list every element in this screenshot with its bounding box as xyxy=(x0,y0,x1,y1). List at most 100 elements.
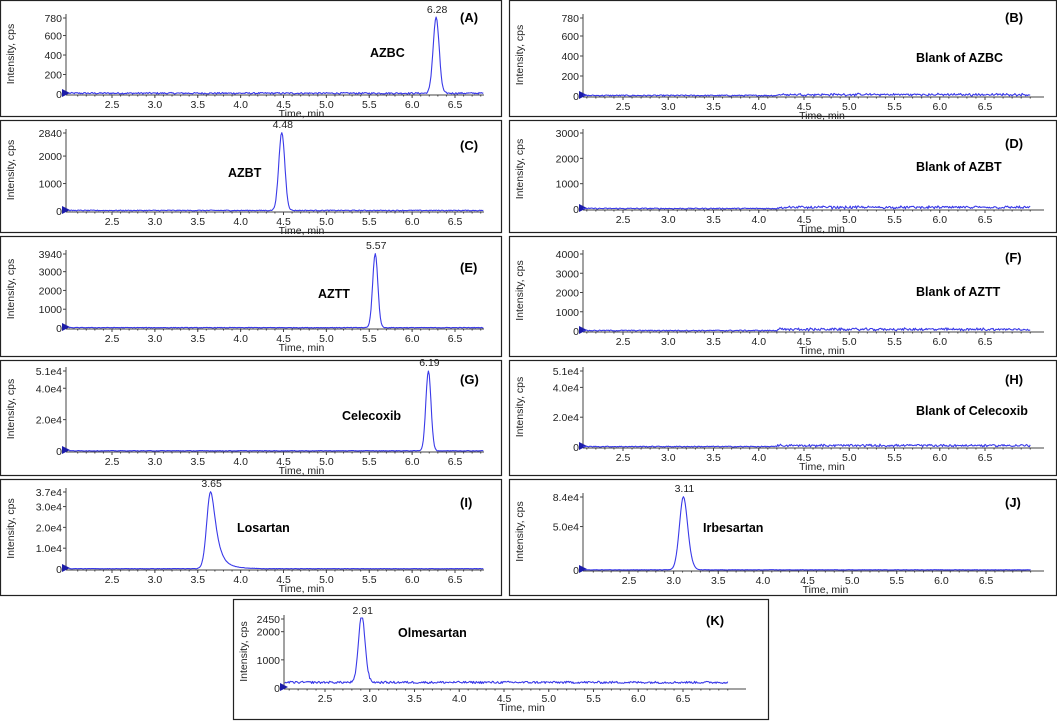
x-tick-label: 6.0 xyxy=(405,574,420,586)
chromatogram-panel-h: 2.5 3.0 3.5 4.0 4.5 5.0 5.5 6.0 6.5 Time, min 0 2.0… xyxy=(508,359,1057,477)
x-tick-label: 4.5 xyxy=(276,574,291,586)
x-tick-label: 3.5 xyxy=(190,99,205,111)
y-tick-label: 2000 xyxy=(39,151,63,163)
x-tick-label: 5.5 xyxy=(362,574,377,586)
y-tick-label: 1000 xyxy=(39,179,63,191)
y-tick-label: 2.0e4 xyxy=(36,522,62,534)
x-tick-label: 3.0 xyxy=(661,452,676,464)
x-tick-label: 2.5 xyxy=(105,216,120,228)
x-tick-label: 6.5 xyxy=(448,333,463,345)
trace-line xyxy=(582,92,1031,97)
panel-letter: (B) xyxy=(1005,10,1023,25)
panel-frame xyxy=(0,359,503,477)
panel-letter: (I) xyxy=(460,495,472,510)
peak-rt-label: 2.91 xyxy=(352,605,373,617)
compound-label: Celecoxib xyxy=(342,409,401,423)
x-axis-title: Time, min xyxy=(799,461,845,473)
trace-line xyxy=(68,491,484,570)
x-tick-label: 3.0 xyxy=(666,575,681,587)
x-tick-label: 6.5 xyxy=(978,452,993,464)
x-tick-label: 3.0 xyxy=(661,336,676,348)
y-axis-title: Intensity, cps xyxy=(514,139,526,200)
start-marker xyxy=(579,326,587,334)
x-tick-label: 5.5 xyxy=(362,99,377,111)
y-tick-label: 780 xyxy=(44,13,62,25)
x-axis-title: Time, min xyxy=(279,583,325,595)
x-tick-label: 6.5 xyxy=(448,574,463,586)
x-tick-label: 5.5 xyxy=(362,216,377,228)
x-tick-label: 3.0 xyxy=(148,574,163,586)
y-axis-title: Intensity, cps xyxy=(5,498,17,559)
y-tick-label: 0 xyxy=(56,323,62,335)
x-tick-label: 6.5 xyxy=(676,693,691,705)
x-tick-label: 5.0 xyxy=(842,336,857,348)
panel-frame xyxy=(0,478,503,597)
x-axis-title: Time, min xyxy=(279,342,325,354)
y-tick-label: 2000 xyxy=(556,288,580,300)
x-axis-title: Time, min xyxy=(499,702,545,714)
x-tick-label: 6.5 xyxy=(978,336,993,348)
x-tick-label: 4.5 xyxy=(276,333,291,345)
x-tick-label: 3.0 xyxy=(148,456,163,468)
x-tick-label: 5.5 xyxy=(887,101,902,113)
x-tick-label: 4.0 xyxy=(756,575,771,587)
x-tick-label: 5.0 xyxy=(319,574,334,586)
x-tick-label: 6.5 xyxy=(978,101,993,113)
chromatogram-panel-b: 2.5 3.0 3.5 4.0 4.5 5.0 5.5 6.0 6.5 Time, min 0 200… xyxy=(508,0,1057,122)
x-tick-label: 5.5 xyxy=(887,336,902,348)
x-tick-label: 5.5 xyxy=(887,214,902,226)
chromatogram-panel-a: 2.5 3.0 3.5 4.0 4.5 5.0 5.5 6.0 6.5 Time, min 0 200… xyxy=(0,0,503,120)
panel-frame xyxy=(508,119,1057,234)
x-tick-label: 6.0 xyxy=(932,336,947,348)
x-tick-label: 4.5 xyxy=(276,216,291,228)
x-tick-label: 6.0 xyxy=(934,575,949,587)
compound-label: Blank of AZTT xyxy=(916,285,1001,299)
x-tick-label: 5.5 xyxy=(887,452,902,464)
x-tick-label: 5.0 xyxy=(319,456,334,468)
start-marker xyxy=(62,323,70,331)
x-tick-label: 4.0 xyxy=(233,456,248,468)
x-tick-label: 2.5 xyxy=(318,693,333,705)
x-tick-label: 5.0 xyxy=(842,101,857,113)
x-tick-label: 4.5 xyxy=(797,214,812,226)
y-axis-title: Intensity, cps xyxy=(5,259,17,320)
y-tick-label: 600 xyxy=(44,31,62,43)
x-axis-title: Time, min xyxy=(799,110,845,122)
y-tick-label: 4.0e4 xyxy=(553,382,579,394)
x-tick-label: 3.0 xyxy=(362,693,377,705)
y-tick-label: 3000 xyxy=(39,267,63,279)
start-marker xyxy=(579,565,587,573)
panel-frame xyxy=(508,235,1057,358)
x-tick-label: 5.5 xyxy=(586,693,601,705)
x-tick-label: 2.5 xyxy=(616,336,631,348)
x-tick-label: 3.5 xyxy=(706,336,721,348)
y-tick-label: 2450 xyxy=(257,614,281,626)
panel-letter: (K) xyxy=(706,613,724,628)
y-axis-title: Intensity, cps xyxy=(5,140,17,201)
y-tick-label: 5.0e4 xyxy=(553,522,579,534)
start-marker xyxy=(62,564,70,572)
x-tick-label: 4.5 xyxy=(276,99,291,111)
y-axis-title: Intensity, cps xyxy=(238,621,250,682)
trace-line xyxy=(584,496,1031,571)
chromatogram-panel-f: 2.5 3.0 3.5 4.0 4.5 5.0 5.5 6.0 6.5 Time, min 0 100… xyxy=(508,235,1057,358)
y-tick-label: 2000 xyxy=(556,153,580,165)
compound-label: Irbesartan xyxy=(703,521,763,535)
x-tick-label: 3.5 xyxy=(190,456,205,468)
x-tick-label: 3.5 xyxy=(190,574,205,586)
y-tick-label: 1.0e4 xyxy=(36,543,62,555)
x-tick-label: 2.5 xyxy=(616,214,631,226)
start-marker xyxy=(62,206,70,214)
start-marker xyxy=(579,442,587,450)
x-tick-label: 5.0 xyxy=(319,216,334,228)
x-tick-label: 3.5 xyxy=(407,693,422,705)
x-tick-label: 5.5 xyxy=(362,333,377,345)
y-tick-label: 0 xyxy=(274,683,280,695)
y-tick-label: 600 xyxy=(561,31,579,43)
x-tick-label: 4.0 xyxy=(233,574,248,586)
panel-letter: (F) xyxy=(1005,250,1022,265)
x-tick-label: 4.5 xyxy=(797,452,812,464)
y-tick-label: 3.0e4 xyxy=(36,502,62,514)
x-tick-label: 4.0 xyxy=(233,216,248,228)
x-tick-label: 2.5 xyxy=(105,333,120,345)
